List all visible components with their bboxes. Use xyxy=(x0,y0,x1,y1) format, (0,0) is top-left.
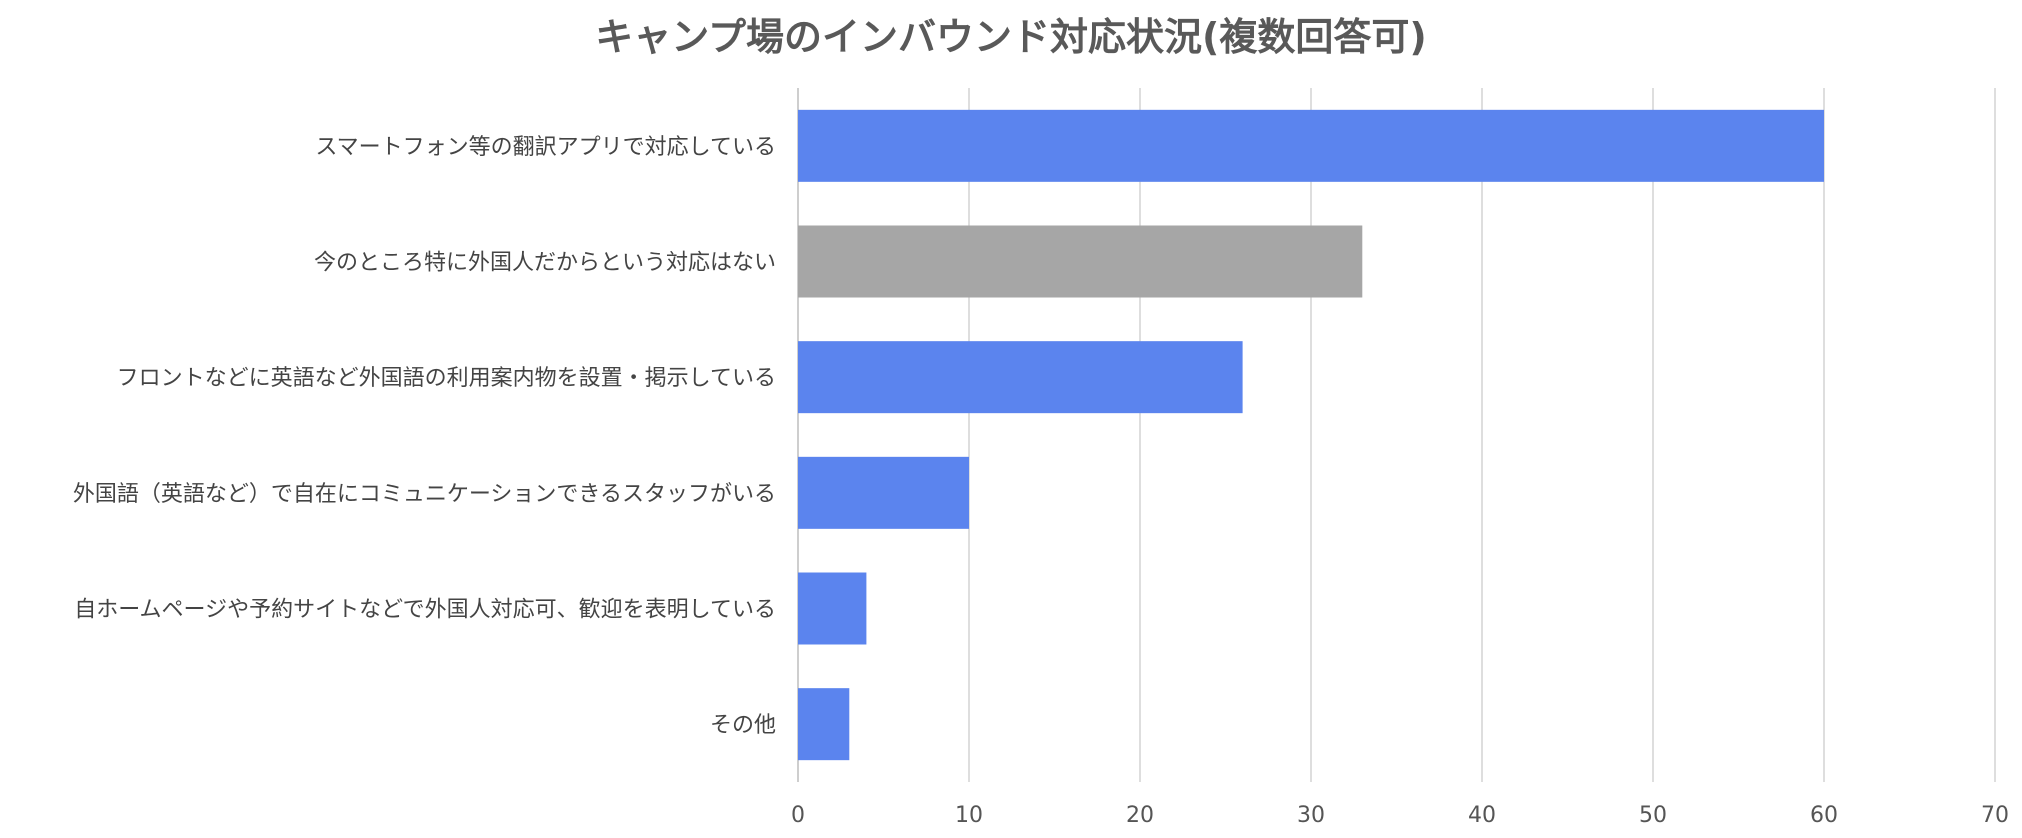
bar-5 xyxy=(798,572,867,645)
x-tick-label-20: 20 xyxy=(1126,803,1154,828)
bar-2 xyxy=(798,225,1363,298)
bar-3 xyxy=(798,341,1243,414)
bars xyxy=(798,109,1824,761)
gridlines xyxy=(797,88,1996,782)
category-label-4: 外国語（英語など）で自在にコミュニケーションできるスタッフがいる xyxy=(73,482,776,507)
x-tick-label-70: 70 xyxy=(1981,803,2009,828)
x-tick-label-50: 50 xyxy=(1639,803,1667,828)
x-axis-tick-labels: 0 10 20 30 40 50 60 70 xyxy=(791,803,2009,828)
x-tick-label-0: 0 xyxy=(791,803,805,828)
x-tick-label-10: 10 xyxy=(955,803,983,828)
category-label-1: スマートフォン等の翻訳アプリで対応している xyxy=(315,135,776,160)
category-label-5: 自ホームページや予約サイトなどで外国人対応可、歓迎を表明している xyxy=(74,598,776,623)
bar-4 xyxy=(798,456,969,529)
chart-title: キャンプ場のインバウンド対応状況(複数回答可) xyxy=(595,15,1427,59)
x-tick-label-40: 40 xyxy=(1468,803,1496,828)
category-label-6: その他 xyxy=(710,713,776,738)
category-label-3: フロントなどに英語など外国語の利用案内物を設置・掲示している xyxy=(117,366,776,391)
category-labels: スマートフォン等の翻訳アプリで対応している今のところ特に外国人だからという対応は… xyxy=(73,135,776,738)
bar-6 xyxy=(798,688,850,761)
x-tick-label-30: 30 xyxy=(1297,803,1325,828)
bar-1 xyxy=(798,109,1824,182)
x-tick-label-60: 60 xyxy=(1810,803,1838,828)
category-label-2: 今のところ特に外国人だからという対応はない xyxy=(314,251,776,276)
